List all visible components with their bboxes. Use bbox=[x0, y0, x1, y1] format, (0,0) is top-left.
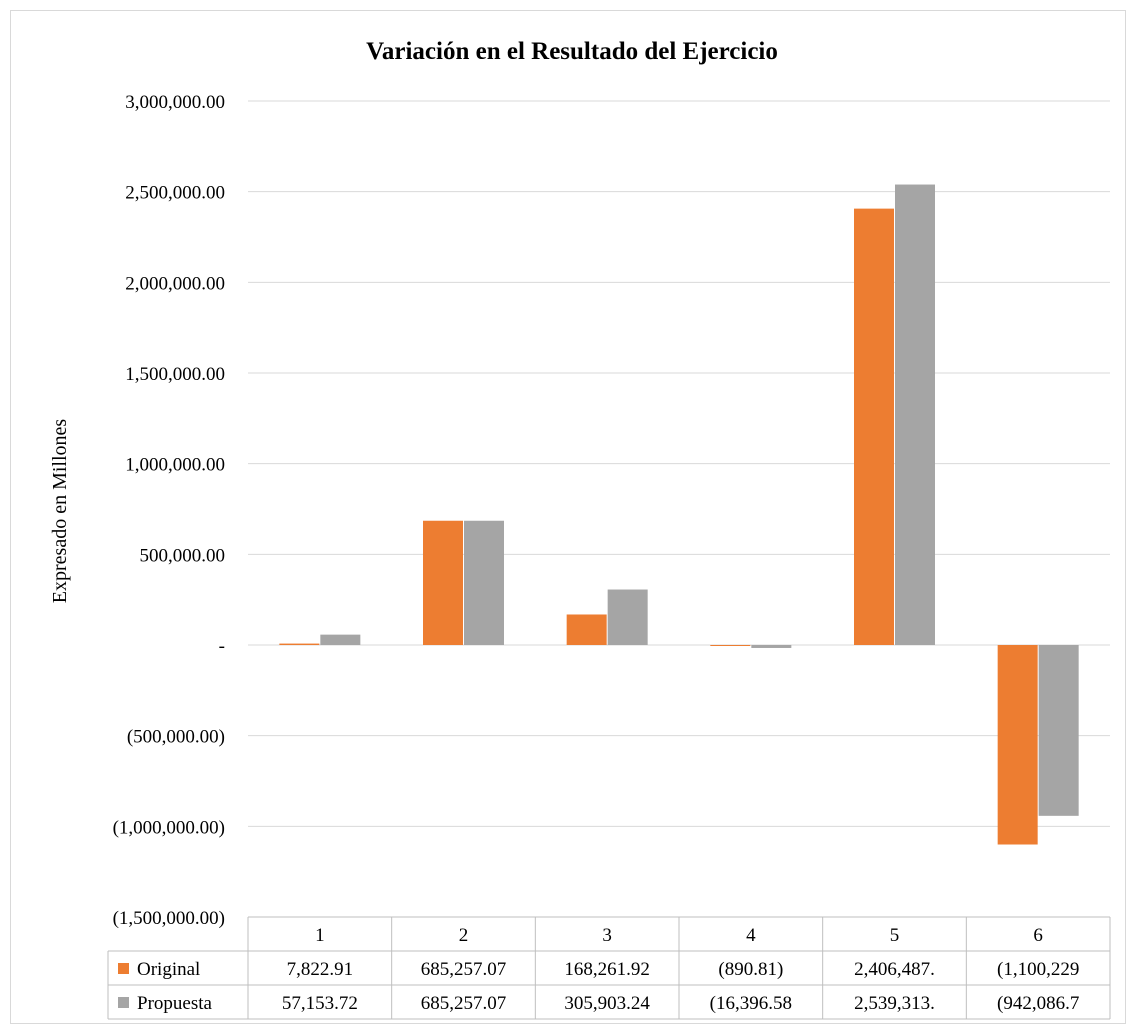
bar-original-1 bbox=[279, 643, 320, 645]
y-tick-label: (1,500,000.00) bbox=[113, 908, 225, 929]
x-tick-label: 2 bbox=[459, 925, 469, 946]
legend-label-original: Original bbox=[137, 959, 200, 980]
data-table-value: 2,539,313. bbox=[854, 993, 935, 1014]
data-table-value: 305,903.24 bbox=[564, 993, 650, 1014]
y-tick-label: 2,500,000.00 bbox=[125, 183, 225, 204]
data-table-value: 168,261.92 bbox=[564, 959, 650, 980]
y-tick-label: (500,000.00) bbox=[127, 727, 225, 748]
y-tick-label: 2,000,000.00 bbox=[125, 273, 225, 294]
gridlines bbox=[248, 100, 1110, 827]
bar-propuesta-1 bbox=[320, 634, 361, 645]
bar-propuesta-6 bbox=[1038, 645, 1079, 816]
data-table-value: 2,406,487. bbox=[854, 959, 935, 980]
y-tick-label: - bbox=[219, 636, 225, 657]
bar-propuesta-2 bbox=[464, 520, 504, 645]
x-tick-label: 4 bbox=[746, 925, 756, 946]
data-table-value: (16,396.58 bbox=[710, 993, 792, 1014]
data-table-value: 685,257.07 bbox=[421, 993, 507, 1014]
bar-original-2 bbox=[423, 520, 463, 645]
y-tick-label: (1,000,000.00) bbox=[113, 817, 225, 838]
bar-propuesta-3 bbox=[607, 589, 648, 645]
legend-label-propuesta: Propuesta bbox=[137, 993, 213, 1014]
y-tick-labels: (1,500,000.00) (1,000,000.00) (500,000.00)… bbox=[113, 92, 225, 929]
legend-swatch-original bbox=[118, 963, 129, 974]
data-table-value: 685,257.07 bbox=[421, 959, 507, 980]
bars bbox=[279, 184, 1079, 845]
x-tick-label: 5 bbox=[890, 925, 900, 946]
x-tick-label: 1 bbox=[315, 925, 325, 946]
x-tick-label: 3 bbox=[602, 925, 612, 946]
chart-frame bbox=[10, 10, 1126, 1024]
bar-propuesta-4 bbox=[751, 645, 792, 648]
y-tick-label: 1,000,000.00 bbox=[125, 455, 225, 476]
y-tick-label: 500,000.00 bbox=[140, 545, 226, 566]
data-table-value: 57,153.72 bbox=[282, 993, 358, 1014]
y-axis-label: Expresado en Millones bbox=[49, 419, 71, 604]
bar-original-6 bbox=[997, 645, 1038, 845]
data-table-value: (890.81) bbox=[718, 959, 783, 980]
chart-title: Variación en el Resultado del Ejercicio bbox=[366, 38, 778, 65]
legend-swatch-propuesta bbox=[118, 997, 129, 1008]
data-table-value: (1,100,229 bbox=[997, 959, 1079, 980]
data-table-value: 7,822.91 bbox=[287, 959, 354, 980]
x-tick-label: 6 bbox=[1033, 925, 1043, 946]
y-tick-label: 1,500,000.00 bbox=[125, 364, 225, 385]
bar-original-5 bbox=[854, 208, 894, 645]
bar-propuesta-5 bbox=[895, 184, 935, 645]
data-table: 1 2 3 4 5 6 Original 7,822.91 685,257.07 168,261.… bbox=[107, 916, 1111, 1020]
data-table-value: (942,086.7 bbox=[997, 993, 1079, 1014]
bar-original-4 bbox=[710, 645, 751, 646]
y-tick-label: 3,000,000.00 bbox=[125, 92, 225, 113]
bar-original-3 bbox=[566, 614, 607, 645]
